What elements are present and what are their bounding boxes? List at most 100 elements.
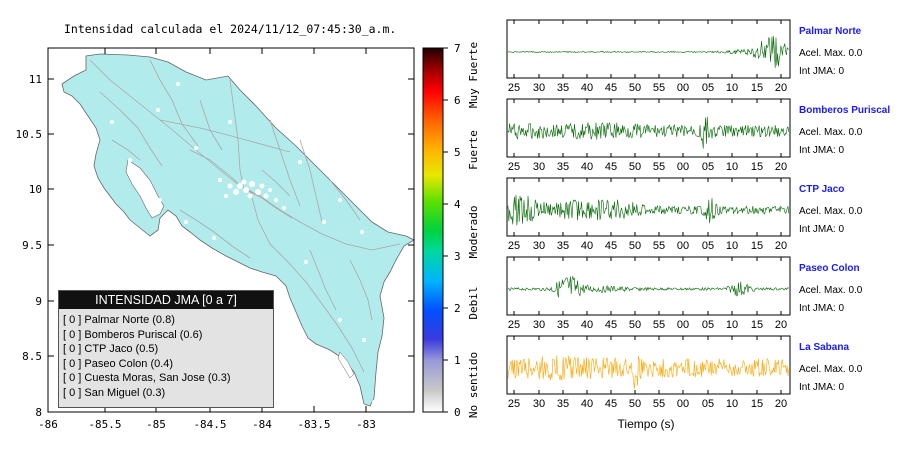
waveform-tick-label: 35 [557, 398, 569, 410]
map-x-tick-label: -85.5 [88, 418, 121, 431]
map-y-tick-label: 10.5 [16, 128, 43, 141]
waveform-tick-label: 00 [677, 240, 689, 252]
waveform-panel: 25 30 35 40 45 50 55 00 05 10 15 20 Bomberos Purisca… [506, 98, 890, 173]
legend-item: [ 0 ] CTP Jaco (0.5) [63, 343, 159, 356]
map-y-tick-label: 10 [29, 183, 42, 196]
legend-item: [ 0 ] Paseo Colon (0.4) [63, 357, 174, 370]
map-frame [47, 47, 415, 413]
waveform-tick-label: 15 [751, 161, 763, 173]
waveform-tick-label: 25 [508, 319, 520, 331]
waveform-panel: 25 30 35 40 45 50 55 00 05 10 15 20 Palmar Norte Acel… [506, 19, 863, 94]
waveform-trace [507, 116, 790, 149]
waveform-tick-label: 05 [702, 240, 714, 252]
waveform-tick-label: 35 [557, 161, 569, 173]
waveform-tick-label: 15 [751, 82, 763, 94]
waveform-tick-label: 15 [751, 319, 763, 331]
station-max-accel: Acel. Max. 0.0 [799, 127, 863, 138]
waveform-tick-label: 05 [702, 82, 714, 94]
map-y-tick-label: 8 [35, 406, 42, 419]
waveform-frame [506, 256, 791, 316]
station-markers [110, 82, 376, 404]
waveform-tick-label: 30 [533, 319, 545, 331]
waveform-tick-label: 55 [653, 240, 665, 252]
waveform-frame [506, 19, 791, 79]
colorbar-category-label: Moderado [467, 206, 480, 259]
waveform-tick-label: 00 [677, 398, 689, 410]
waveform-tick-label: 50 [629, 319, 641, 331]
station-jma-intensity: Int JMA: 0 [799, 145, 844, 156]
waveform-frame [506, 335, 791, 395]
station-jma-intensity: Int JMA: 0 [799, 382, 844, 393]
waveform-tick-label: 10 [726, 398, 738, 410]
legend-title: INTENSIDAD JMA [0 a 7] [59, 291, 273, 309]
map-x-tick-label: -83.5 [297, 418, 330, 431]
waveform-tick-label: 50 [629, 161, 641, 173]
map-x-tick-label: -83 [356, 418, 376, 431]
intensity-legend: INTENSIDAD JMA [0 a 7] [ 0 ] Palmar Nort… [58, 290, 274, 408]
waveform-tick-label: 40 [581, 161, 593, 173]
waveform-tick-label: 10 [726, 319, 738, 331]
waveform-tick-label: 55 [653, 398, 665, 410]
map-y-tick-label: 11 [29, 73, 42, 86]
waveform-frame [506, 177, 791, 237]
station-name: Bomberos Puriscal [799, 105, 890, 116]
station-max-accel: Acel. Max. 0.0 [799, 285, 863, 296]
waveform-tick-label: 20 [775, 319, 787, 331]
waveform-tick-label: 35 [557, 240, 569, 252]
map-y-tick-label: 9.5 [22, 239, 42, 252]
colorbar-tick-label: 2 [454, 302, 461, 315]
colorbar-gradient [422, 47, 444, 413]
station-jma-intensity: Int JMA: 0 [799, 66, 844, 77]
waveform-tick-label: 15 [751, 240, 763, 252]
legend-item: [ 0 ] Cuesta Moras, San Jose (0.3) [63, 372, 231, 385]
colorbar-tick-label: 6 [454, 94, 461, 107]
waveform-tick-label: 20 [775, 82, 787, 94]
waveform-tick-label: 40 [581, 240, 593, 252]
waveform-panel: 25 30 35 40 45 50 55 00 05 10 15 20 CTP Jaco Acel. Ma… [506, 177, 863, 252]
golfo-dulce [337, 351, 355, 379]
waveform-tick-label: 40 [581, 398, 593, 410]
waveform-tick-label: 10 [726, 161, 738, 173]
waveform-panel: 25 30 35 40 45 50 55 00 05 10 15 20 La Sabana Acel. M… [506, 335, 863, 410]
waveform-tick-label: 55 [653, 161, 665, 173]
waveform-tick-label: 15 [751, 398, 763, 410]
waveform-tick-label: 05 [702, 161, 714, 173]
waveform-tick-label: 20 [775, 161, 787, 173]
map-y-tick-label: 8.5 [22, 350, 42, 363]
waveform-tick-label: 35 [557, 82, 569, 94]
station-max-accel: Acel. Max. 0.0 [799, 364, 863, 375]
waveform-tick-label: 45 [605, 82, 617, 94]
costa-rica-landmass [61, 53, 414, 407]
map-x-axis: -86 -85.5 -85 -84.5 -84 -83.5 -83 [38, 48, 376, 431]
intensity-colorbar: 0 1 2 3 4 5 6 7 No sentido Debil Moderado Fuerte Mu… [422, 42, 480, 419]
waveform-tick-label: 20 [775, 240, 787, 252]
map-x-tick-label: -86 [38, 418, 58, 431]
map-title: Intensidad calculada el 2024/11/12_07:45… [64, 22, 397, 36]
map-y-axis: 11 10.5 10 9.5 9 8.5 8 [16, 73, 414, 419]
waveform-tick-label: 45 [605, 319, 617, 331]
colorbar-tick-label: 1 [454, 354, 461, 367]
waveform-trace [507, 36, 789, 68]
colorbar-tick-label: 5 [454, 146, 461, 159]
waveform-tick-label: 25 [508, 82, 520, 94]
waveform-tick-label: 50 [629, 240, 641, 252]
colorbar-category-label: No sentido [467, 352, 480, 418]
waveform-x-axis-label: Tiempo (s) [618, 417, 675, 431]
waveform-tick-label: 20 [775, 398, 787, 410]
waveform-tick-label: 30 [533, 398, 545, 410]
gulf-of-nicoya [125, 159, 165, 219]
colorbar-tick-label: 7 [454, 42, 461, 55]
waveform-tick-label: 00 [677, 319, 689, 331]
colorbar-category-label: Muy Fuerte [467, 42, 480, 108]
waveform-tick-label: 10 [726, 82, 738, 94]
waveform-tick-label: 00 [677, 82, 689, 94]
map-x-tick-label: -84.5 [193, 418, 226, 431]
waveform-tick-label: 30 [533, 240, 545, 252]
colorbar-category-label: Fuerte [467, 130, 480, 170]
waveform-tick-label: 30 [533, 82, 545, 94]
legend-item: [ 0 ] Palmar Norte (0.8) [63, 314, 175, 326]
station-max-accel: Acel. Max. 0.0 [799, 206, 863, 217]
colorbar-tick-label: 0 [454, 406, 461, 419]
colorbar-category-label: Debil [467, 286, 480, 319]
